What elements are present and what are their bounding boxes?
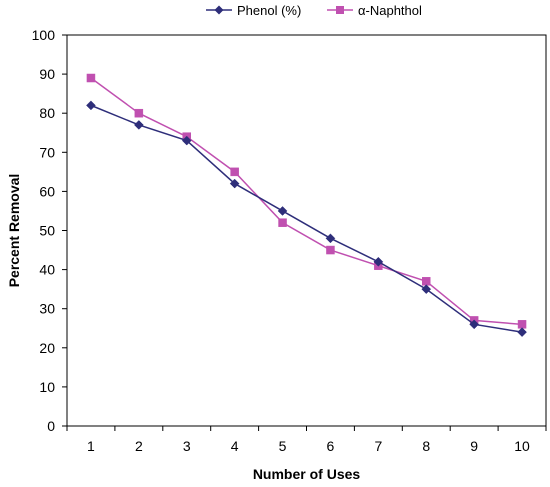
x-tick-label: 8 <box>422 438 430 454</box>
naphthol-point <box>134 108 144 118</box>
x-tick-label: 9 <box>470 438 478 454</box>
y-axis-title: Percent Removal <box>6 174 22 288</box>
phenol-point <box>325 233 336 244</box>
phenol-point <box>373 256 384 267</box>
legend-label: Phenol (%) <box>237 3 301 18</box>
y-tick-label: 70 <box>39 144 55 160</box>
x-tick-label: 10 <box>514 438 530 454</box>
y-tick-label: 60 <box>39 183 55 199</box>
naphthol-point <box>230 167 239 177</box>
naphthol-point <box>86 73 96 83</box>
plot-area: 0 10 20 30 40 50 60 70 80 90 100 1 2 3 4 5 6 7 8 9 10 <box>32 27 547 454</box>
y-tick-label: 80 <box>39 105 55 121</box>
x-tick-label: 7 <box>374 438 382 454</box>
x-tick-label: 1 <box>87 438 95 454</box>
x-tick-label: 4 <box>231 438 239 454</box>
phenol-point <box>469 319 480 330</box>
phenol-point <box>421 284 432 295</box>
x-tick-label: 5 <box>279 438 287 454</box>
y-tick-label: 90 <box>39 66 55 82</box>
x-axis-title: Number of Uses <box>253 466 361 482</box>
naphthol-point <box>278 218 287 227</box>
y-tick-label: 20 <box>39 340 55 356</box>
legend-square-marker <box>336 6 344 14</box>
phenol-point <box>86 100 96 111</box>
phenol-point <box>229 178 240 189</box>
phenol-point <box>517 327 527 338</box>
y-tick-label: 30 <box>39 301 55 317</box>
phenol-series-line <box>90 104 523 333</box>
naphthol-point <box>422 277 431 286</box>
legend: Phenol (%) α-Naphthol <box>206 3 422 18</box>
x-tick-label: 2 <box>135 438 143 454</box>
y-tick-label: 0 <box>47 418 55 434</box>
legend-label: α-Naphthol <box>358 3 422 18</box>
legend-item-phenol: Phenol (%) <box>206 3 301 18</box>
series-layer <box>86 73 527 338</box>
x-tick-label: 6 <box>327 438 335 454</box>
x-tick-label: 3 <box>183 438 191 454</box>
legend-diamond-marker <box>214 5 224 15</box>
plot-frame <box>66 34 547 427</box>
y-tick-label: 10 <box>39 379 55 395</box>
y-tick-label: 100 <box>32 27 56 43</box>
y-axis: 0 10 20 30 40 50 60 70 80 90 100 <box>32 27 67 434</box>
naphthol-series-line <box>90 77 523 326</box>
naphthol-point <box>326 245 335 255</box>
phenol-point <box>181 135 192 146</box>
x-axis: 1 2 3 4 5 6 7 8 9 10 <box>66 426 547 454</box>
y-tick-label: 50 <box>39 223 55 239</box>
naphthol-point <box>517 320 527 329</box>
y-tick-label: 40 <box>39 262 55 278</box>
phenol-point <box>277 206 288 216</box>
phenol-point <box>133 120 144 130</box>
legend-item-naphthol: α-Naphthol <box>327 3 422 18</box>
